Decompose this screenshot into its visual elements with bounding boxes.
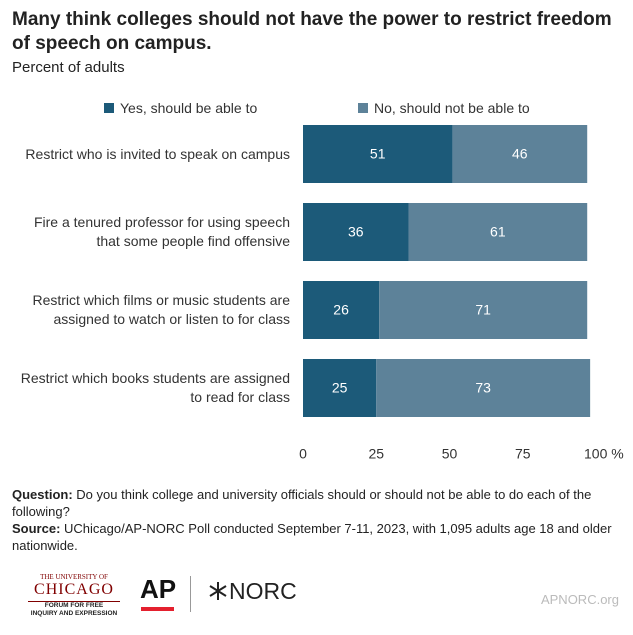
value-label: 46 [512, 146, 528, 162]
category-label: Restrict who is invited to speak on camp… [25, 145, 290, 162]
note-label: Source: [12, 521, 61, 536]
ap-logo: AP [140, 574, 177, 604]
category-label: Fire a tenured professor for using speec… [33, 214, 290, 249]
divider [190, 576, 191, 612]
value-label: 71 [475, 302, 491, 318]
bar [303, 359, 377, 417]
question-note: Question: Do you think college and unive… [12, 486, 622, 520]
value-label: 36 [348, 224, 364, 240]
logo-text: THE UNIVERSITY OF [40, 573, 108, 581]
norc-logo: NORC [229, 578, 297, 604]
value-label: 26 [333, 302, 349, 318]
logo-text: FORUM FOR FREE INQUIRY AND EXPRESSION [28, 601, 120, 618]
bar [452, 125, 588, 183]
norc-icon [209, 582, 227, 600]
bar [303, 203, 409, 261]
x-tick-label: 25 [368, 446, 384, 462]
website: APNORC.org [540, 592, 619, 607]
bar [303, 125, 453, 183]
x-tick-label: 100 % [584, 446, 624, 462]
logo-text: CHICAGO [34, 581, 114, 598]
legend-swatch [104, 103, 114, 113]
chart-title: Many think colleges should not have the … [12, 9, 612, 54]
note-text: Do you think college and university offi… [12, 487, 592, 519]
logo-text: INQUIRY AND EXPRESSION [30, 610, 118, 617]
x-tick-label: 50 [442, 446, 458, 462]
bar [408, 203, 588, 261]
uchicago-logo: THE UNIVERSITY OF CHICAGO FORUM FOR FREE… [24, 573, 124, 618]
note-text: UChicago/AP-NORC Poll conducted Septembe… [12, 521, 612, 553]
legend-item: Yes, should be able to [104, 100, 257, 116]
chart-subtitle: Percent of adults [12, 59, 125, 76]
legend-item: No, should not be able to [358, 100, 530, 116]
chart: 51 46 36 61 26 71 25 73 0 25 50 75 100 % [299, 125, 624, 462]
category-label: Restrict which films or music students a… [32, 292, 290, 327]
value-label: 25 [332, 380, 348, 396]
legend-swatch [358, 103, 368, 113]
value-label: 51 [370, 146, 386, 162]
category-label: Restrict which books students are assign… [20, 370, 290, 405]
value-label: 73 [475, 380, 491, 396]
bar [379, 281, 588, 339]
bar [376, 359, 591, 417]
x-tick-label: 75 [515, 446, 531, 462]
value-label: 61 [490, 224, 506, 240]
bar [303, 281, 380, 339]
source-note: Source: UChicago/AP-NORC Poll conducted … [12, 520, 622, 554]
note-label: Question: [12, 487, 73, 502]
ap-underline [141, 607, 174, 611]
legend-label: Yes, should be able to [120, 100, 258, 116]
x-tick-label: 0 [299, 446, 307, 462]
legend-label: No, should not be able to [374, 100, 530, 116]
logo-text: FORUM FOR FREE [44, 602, 104, 609]
